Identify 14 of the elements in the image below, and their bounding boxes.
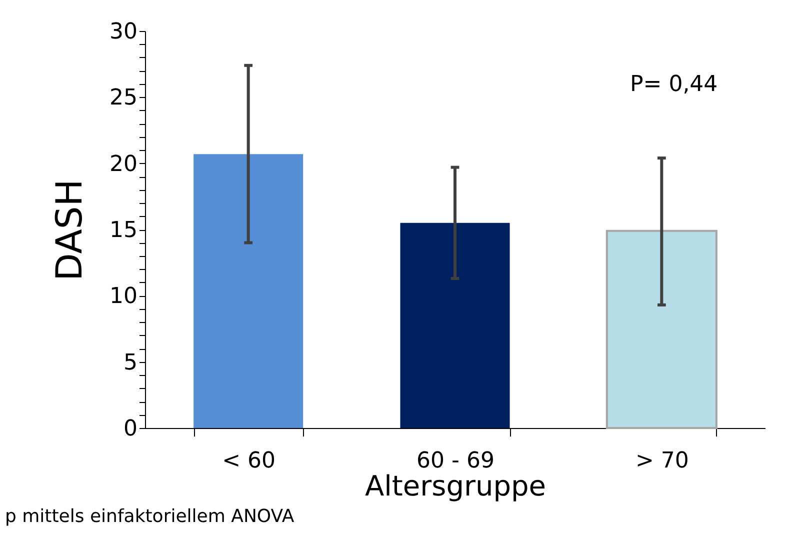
y-tick-label: 20 (110, 152, 138, 177)
bar (400, 222, 510, 428)
y-tick-label: 5 (124, 350, 138, 376)
y-tick-label: 15 (110, 218, 138, 243)
bar (194, 154, 304, 428)
x-tick-label: > 70 (635, 448, 689, 474)
annotation: P= 0,44 (630, 72, 718, 97)
y-tick-label: 25 (110, 86, 138, 111)
text: p mittels einfaktoriellem ANOVA (5, 506, 295, 527)
y-tick-label: 30 (110, 20, 138, 44)
y-tick-label: 0 (124, 416, 138, 442)
y-tick-label: 10 (110, 284, 138, 310)
y-axis-title: DASH (50, 179, 91, 281)
x-tick-label: < 60 (222, 448, 276, 474)
